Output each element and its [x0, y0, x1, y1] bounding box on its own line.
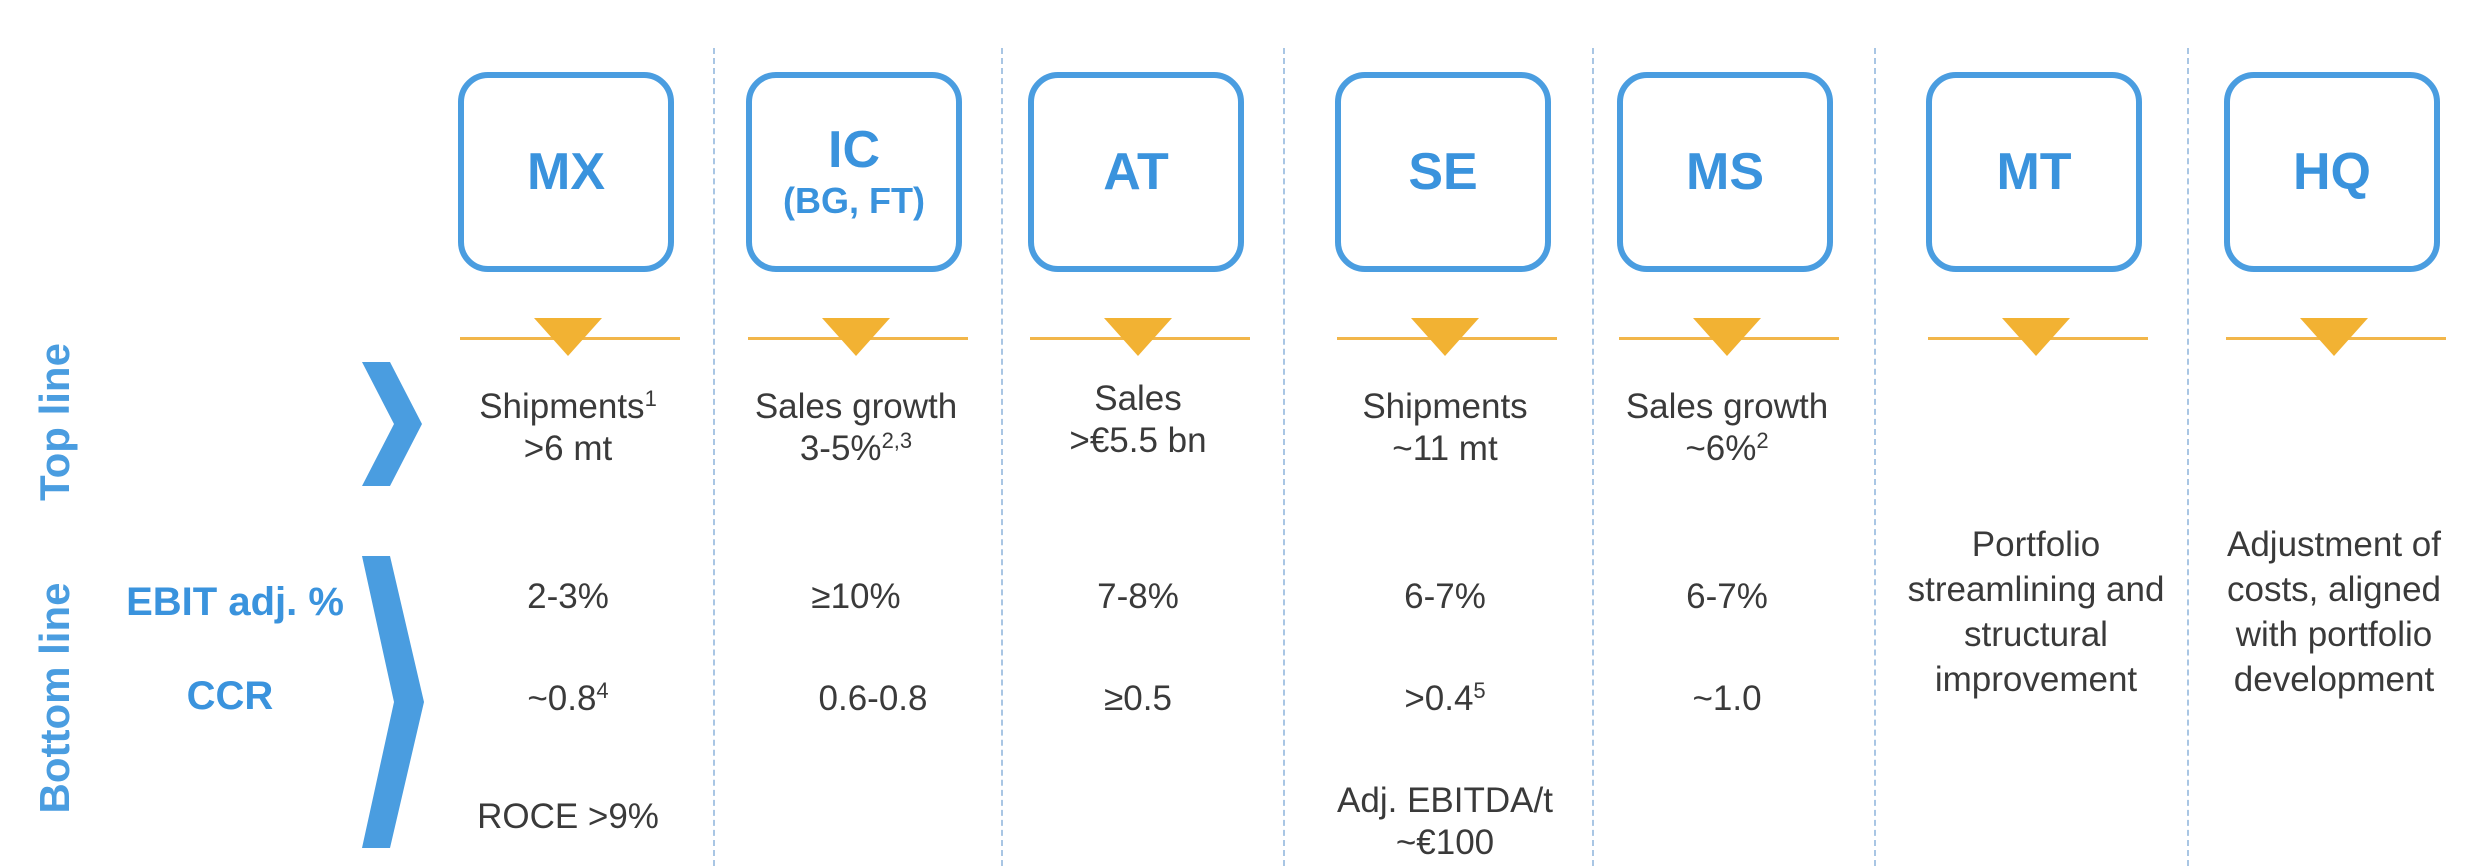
bottom-line-label: Bottom line	[31, 582, 78, 814]
triangle-down-icon	[1411, 318, 1479, 356]
segment-title: HQ	[2293, 143, 2371, 201]
text-line: streamlining and	[1907, 570, 2165, 609]
ebit-value-se: 6-7%	[1404, 577, 1486, 616]
ccr-value: ~0.8	[527, 679, 597, 718]
segment-title: SE	[1408, 143, 1478, 201]
text-line: Adjustment of	[2227, 525, 2441, 564]
segment-subtitle: (BG, FT)	[783, 180, 925, 221]
bottom-text-hq: Adjustment of costs, aligned with portfo…	[2184, 522, 2484, 702]
ebit-value-ms: 6-7%	[1686, 577, 1768, 616]
segment-box-at: AT	[1028, 72, 1244, 272]
extra-line: Adj. EBITDA/t	[1337, 781, 1553, 820]
segment-title: IC	[828, 121, 880, 179]
top-line-cell-ms: Sales growth ~6%2	[1577, 386, 1877, 470]
top-line-value: >€5.5 bn	[1069, 421, 1207, 460]
footnote-marker: 5	[1473, 678, 1486, 703]
triangle-down-icon	[2002, 318, 2070, 356]
top-line-value: ~6%	[1685, 429, 1757, 468]
top-line-value: 3-5%	[799, 429, 882, 468]
extra-line: ~€100	[1395, 823, 1495, 862]
ebit-value-at: 7-8%	[1097, 577, 1179, 616]
ebit-value-ic: ≥10%	[811, 577, 901, 616]
top-line-label: Sales	[1094, 379, 1182, 418]
top-line-cell-at: Sales >€5.5 bn	[988, 378, 1288, 462]
column-separator	[713, 48, 715, 866]
ccr-value: >0.4	[1404, 679, 1474, 718]
segment-title: MS	[1686, 143, 1764, 201]
segment-box-ic: IC (BG, FT)	[746, 72, 962, 272]
top-line-label: Shipments	[1362, 387, 1528, 426]
ebit-adj-label: EBIT adj. %	[126, 580, 344, 624]
triangle-down-icon	[534, 318, 602, 356]
ccr-value: ~1.0	[1692, 679, 1762, 718]
segment-box-mt: MT	[1926, 72, 2142, 272]
triangle-down-icon	[822, 318, 890, 356]
ccr-value-se: >0.45	[1295, 678, 1595, 720]
ccr-value-mx: ~0.84	[418, 678, 718, 720]
ccr-value: 0.6-0.8	[818, 679, 928, 718]
column-separator	[1283, 48, 1285, 866]
text-line: costs, aligned	[2226, 570, 2442, 609]
column-separator	[1001, 48, 1003, 866]
segment-box-se: SE	[1335, 72, 1551, 272]
extra-metric-mx: ROCE >9%	[418, 796, 718, 838]
footnote-marker: 2	[1756, 428, 1769, 453]
segment-title: AT	[1103, 143, 1169, 201]
extra-line: ROCE >9%	[477, 797, 659, 836]
column-separator	[1592, 48, 1594, 866]
ccr-value-ic: 0.6-0.8	[723, 678, 1023, 720]
ccr-label: CCR	[186, 674, 274, 718]
column-separator	[1874, 48, 1876, 866]
text-line: structural	[1964, 615, 2108, 654]
segment-box-hq: HQ	[2224, 72, 2440, 272]
top-line-cell-se: Shipments ~11 mt	[1295, 386, 1595, 470]
top-line-value: >6 mt	[523, 429, 613, 468]
triangle-down-icon	[1104, 318, 1172, 356]
triangle-down-icon	[2300, 318, 2368, 356]
ccr-value-ms: ~1.0	[1577, 678, 1877, 720]
segment-title: MX	[527, 143, 605, 201]
ebit-value-mx: 2-3%	[527, 577, 609, 616]
column-separator	[2187, 48, 2189, 866]
top-line-label: Top line	[31, 343, 78, 501]
text-line: Portfolio	[1971, 525, 2101, 564]
ccr-value-at: ≥0.5	[988, 678, 1288, 720]
top-line-label: Shipments	[479, 387, 645, 426]
segment-box-ms: MS	[1617, 72, 1833, 272]
footnote-marker: 2,3	[881, 428, 913, 453]
footnote-marker: 1	[644, 386, 657, 411]
top-line-cell-ic: Sales growth 3-5%2,3	[706, 386, 1006, 470]
top-line-cell-mx: Shipments1 >6 mt	[418, 386, 718, 470]
footnote-marker: 4	[596, 678, 609, 703]
text-line: improvement	[1934, 660, 2138, 699]
text-line: with portfolio	[2235, 615, 2433, 654]
top-line-chevron-icon	[362, 362, 422, 486]
top-line-label: Sales growth	[1625, 387, 1829, 426]
ccr-value: ≥0.5	[1104, 679, 1172, 718]
bottom-line-chevron-icon	[362, 556, 424, 848]
segment-box-mx: MX	[458, 72, 674, 272]
extra-metric-se: Adj. EBITDA/t ~€100	[1295, 780, 1595, 864]
text-line: development	[2233, 660, 2435, 699]
triangle-down-icon	[1693, 318, 1761, 356]
bottom-text-mt: Portfolio streamlining and structural im…	[1886, 522, 2186, 702]
top-line-value: ~11 mt	[1392, 429, 1498, 468]
segment-title: MT	[1996, 143, 2072, 201]
top-line-label: Sales growth	[754, 387, 958, 426]
